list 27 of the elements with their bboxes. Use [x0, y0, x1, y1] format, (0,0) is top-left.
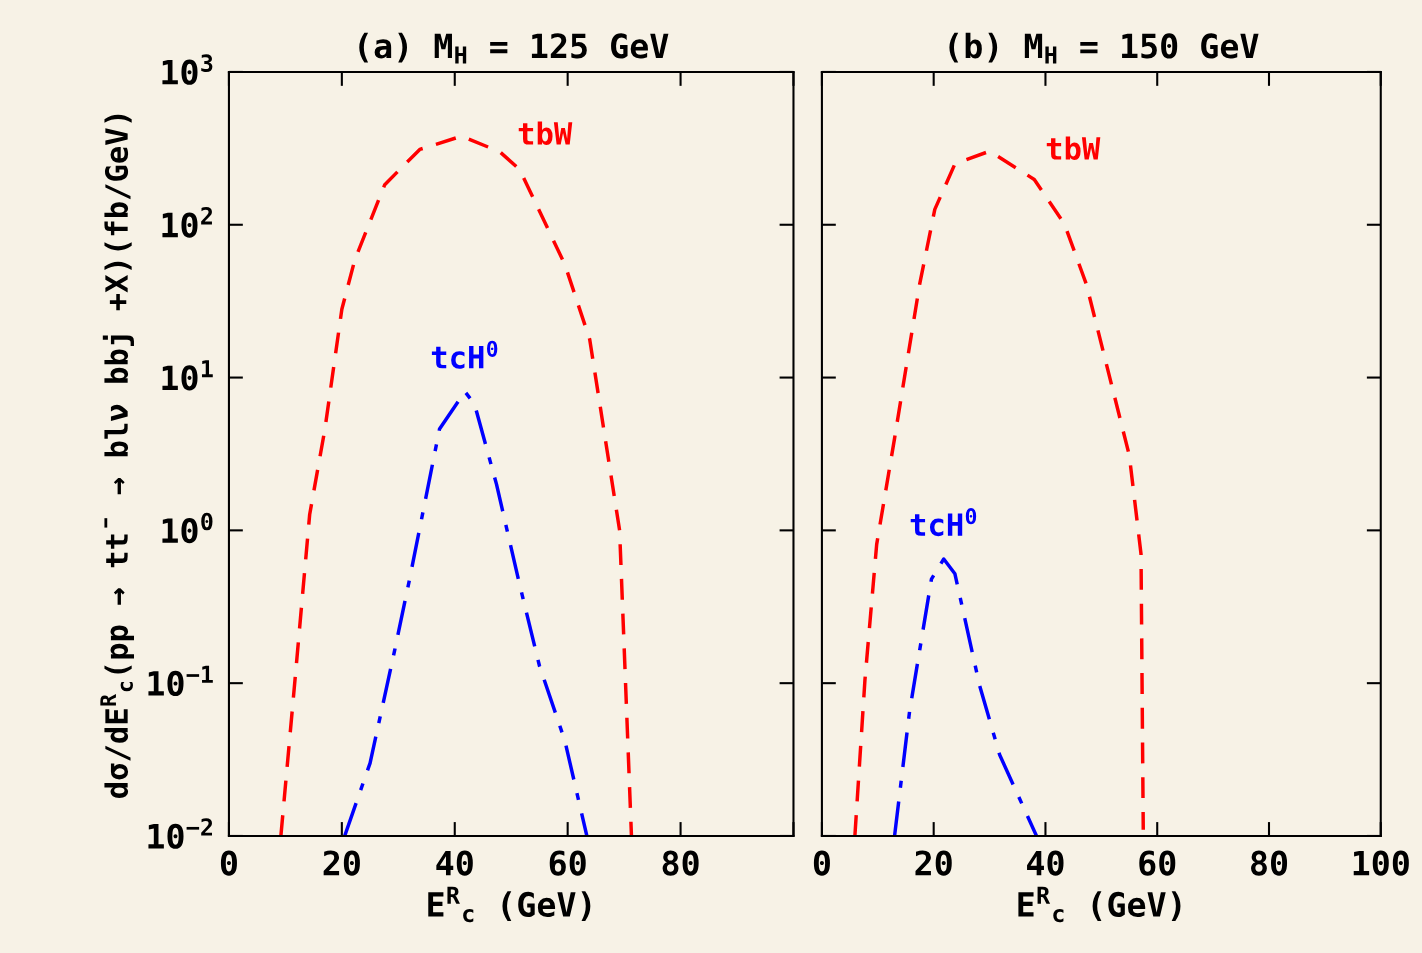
- x-tick-label: 40: [436, 850, 473, 876]
- series-label: tcH$^{0}$: [910, 508, 977, 537]
- chart-title: (a) M$_{H}$ = 125 GeV: [359, 32, 669, 64]
- y-tick-label: 10$^{0}$: [162, 512, 213, 544]
- x-tick-label: 60: [549, 850, 586, 876]
- series-label: tbW: [518, 121, 573, 146]
- x-tick-label: 20: [915, 850, 952, 876]
- chart-title: (b) M$_{H}$ = 150 GeV: [949, 32, 1259, 64]
- x-tick-label: 80: [1251, 850, 1288, 876]
- line-series: [342, 389, 589, 836]
- text: E$^{R}$$_{c}$ (GeV): [428, 886, 591, 923]
- y-tick-label: 10$^{−2}$: [148, 818, 212, 849]
- x-tick-label: 0: [813, 850, 830, 876]
- x-tick-label: 60: [1139, 850, 1176, 876]
- x-tick-label: 40: [1027, 850, 1064, 876]
- y-tick-label: 10$^{2}$: [162, 207, 212, 238]
- x-tick-label: 0: [220, 850, 237, 876]
- x-tick-label: 80: [662, 850, 699, 876]
- series-label: tbW: [1046, 136, 1101, 161]
- y-tick-label: 10$^{1}$: [162, 360, 213, 391]
- y-tick-label: 10$^{−1}$: [148, 665, 213, 697]
- y-tick-label: 10$^{3}$: [162, 54, 213, 85]
- x-tick-label: 100: [1353, 850, 1409, 876]
- text: E$^{R}$$_{c}$ (GeV): [1018, 886, 1181, 923]
- series-label: tcH$^{0}$: [431, 340, 498, 369]
- y-axis-title: dσ/dE$^{R}$$_{c}$(pp → tt̄ → blν bbj +X)(fb/GeV): [100, 114, 134, 798]
- x-tick-label: 20: [323, 850, 360, 876]
